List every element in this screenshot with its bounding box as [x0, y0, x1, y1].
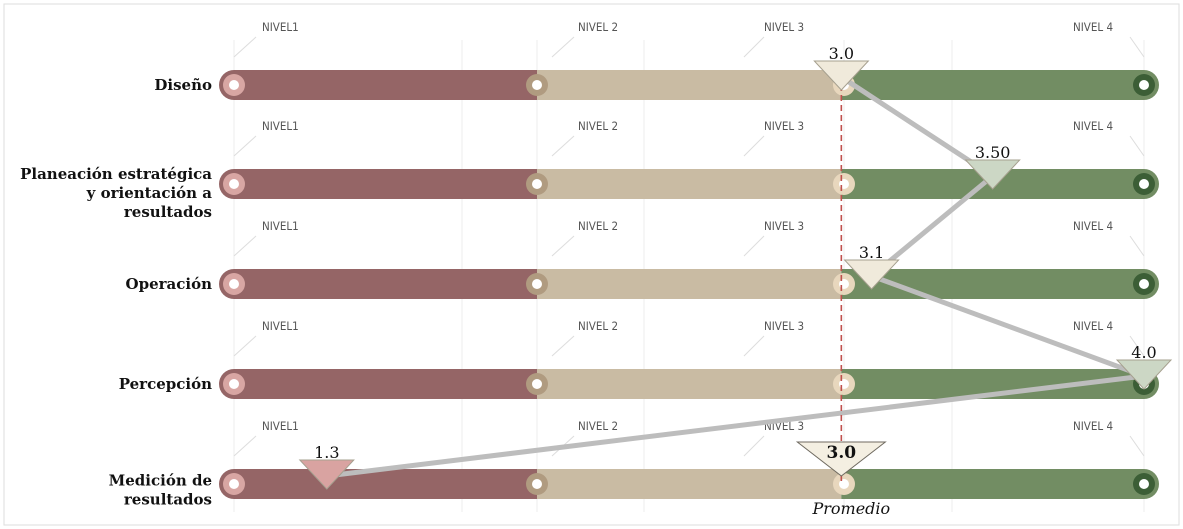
level-label: NIVEL 3 — [764, 319, 804, 333]
category-label: resultados — [124, 491, 212, 509]
gridlines — [233, 40, 1145, 512]
value-marker — [964, 159, 1021, 190]
level-label: NIVEL 2 — [578, 20, 618, 34]
value-label: 3.0 — [829, 44, 854, 63]
bar-level4 — [841, 70, 1144, 100]
level-node-center — [229, 279, 239, 289]
level-node-center — [1139, 279, 1149, 289]
bar-level1 — [234, 469, 537, 499]
level-node-center — [532, 179, 542, 189]
level-callout — [233, 435, 257, 457]
value-markers: 3.0 3.50 3.1 4.0 1.3 3.0 Promedio — [298, 44, 1173, 518]
level-callout — [1129, 135, 1145, 157]
level-callout — [743, 135, 765, 157]
level-callout — [743, 335, 765, 357]
level-node-center — [839, 179, 849, 189]
level-label: NIVEL 2 — [578, 319, 618, 333]
level-label: NIVEL 4 — [1073, 119, 1113, 133]
level-label: NIVEL1 — [262, 419, 299, 433]
level-callout — [743, 36, 765, 58]
level-node-center — [1139, 179, 1149, 189]
average-value-label: 3.0 — [827, 443, 857, 463]
level-node-center — [839, 479, 849, 489]
value-marker — [298, 459, 355, 490]
level-node-center — [229, 379, 239, 389]
level-callout — [1129, 335, 1145, 357]
level-callout — [1129, 435, 1145, 457]
level-node-center — [1139, 80, 1149, 90]
level-callout — [1129, 235, 1145, 257]
level-node-center — [532, 479, 542, 489]
value-marker — [843, 259, 900, 290]
level-node-center — [229, 179, 239, 189]
bar-level2-3 — [537, 70, 842, 100]
level-node-center — [1139, 479, 1149, 489]
level-callout — [233, 335, 257, 357]
level-label: NIVEL 4 — [1073, 319, 1113, 333]
bar-level2-3 — [537, 169, 842, 199]
level-node-center — [839, 279, 849, 289]
average-label: Promedio — [811, 499, 890, 518]
level-callout — [233, 135, 257, 157]
average-marker — [795, 441, 887, 477]
level-labels: NIVEL1 NIVEL 2 NIVEL 3 NIVEL 4 NIVEL1 NIVEL 2… — [233, 20, 1145, 457]
level-node-center — [532, 279, 542, 289]
level-callout — [551, 235, 575, 257]
level-label: NIVEL1 — [262, 20, 299, 34]
level-label: NIVEL 4 — [1073, 219, 1113, 233]
value-marker — [813, 60, 870, 91]
category-label: resultados — [124, 203, 212, 221]
level-node-center — [532, 80, 542, 90]
level-label: NIVEL 4 — [1073, 20, 1113, 34]
level-label: NIVEL1 — [262, 219, 299, 233]
bar-level1 — [234, 169, 537, 199]
category-label: Planeación estratégica — [20, 165, 212, 183]
level-label: NIVEL 2 — [578, 419, 618, 433]
level-callout — [551, 335, 575, 357]
level-callout — [551, 36, 575, 58]
level-callout — [551, 135, 575, 157]
level-label: NIVEL 3 — [764, 20, 804, 34]
level-node-center — [839, 379, 849, 389]
bar-level1 — [234, 269, 537, 299]
category-label: Medición de — [109, 472, 212, 490]
value-marker — [1115, 359, 1173, 390]
bar-level1 — [234, 70, 537, 100]
level-callout — [743, 235, 765, 257]
level-label: NIVEL1 — [262, 119, 299, 133]
value-label: 1.3 — [314, 443, 339, 462]
bar-level2-3 — [537, 369, 842, 399]
level-callout — [1129, 36, 1145, 58]
level-label: NIVEL 4 — [1073, 419, 1113, 433]
value-label: 3.50 — [975, 143, 1011, 162]
level-label: NIVEL 2 — [578, 219, 618, 233]
bar-level2-3 — [537, 269, 842, 299]
level-label: NIVEL 2 — [578, 119, 618, 133]
category-label: Operación — [126, 275, 213, 293]
level-label: NIVEL 3 — [764, 119, 804, 133]
bar-level4 — [841, 469, 1144, 499]
value-label: 3.1 — [859, 243, 884, 262]
value-label: 4.0 — [1131, 343, 1156, 362]
bar-level1 — [234, 369, 537, 399]
level-node-center — [229, 479, 239, 489]
category-label: y orientación a — [86, 184, 213, 202]
category-label: Percepción — [119, 375, 212, 393]
level-callout — [233, 36, 257, 58]
category-label: Diseño — [154, 76, 212, 94]
level-bars — [219, 70, 1159, 499]
level-node-center — [229, 80, 239, 90]
level-label: NIVEL1 — [262, 319, 299, 333]
level-node-center — [532, 379, 542, 389]
level-callout — [233, 235, 257, 257]
level-label: NIVEL 3 — [764, 219, 804, 233]
bar-level2-3 — [537, 469, 842, 499]
level-callout — [743, 435, 765, 457]
chart-frame — [3, 3, 1180, 526]
